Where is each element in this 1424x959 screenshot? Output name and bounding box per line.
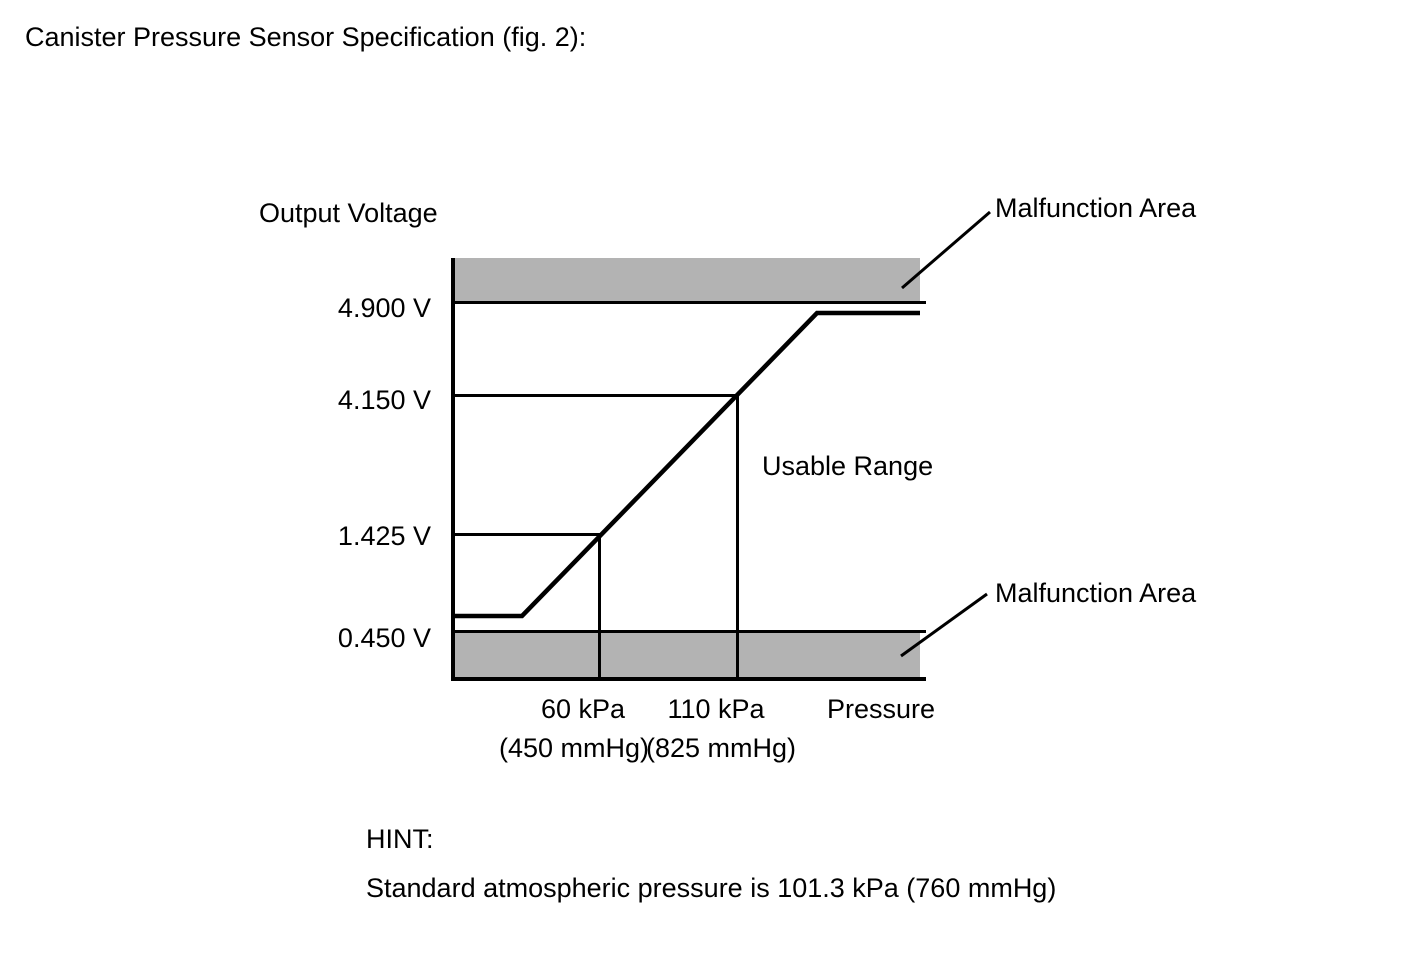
y-tick-label-4150v: 4.150 V	[337, 385, 431, 415]
gridline-4900v	[451, 301, 926, 304]
x-tick-label-60kpa: 60 kPa	[540, 694, 626, 724]
x-tick-sublabel-825mmhg: (825 mmHg)	[645, 733, 797, 763]
y-tick-label-1425v: 1.425 V	[337, 521, 431, 551]
usable-range-label: Usable Range	[762, 451, 934, 481]
malfunction-band-bottom	[455, 633, 920, 678]
gridline-4150v	[451, 394, 739, 397]
x-tick-label-110kpa: 110 kPa	[667, 694, 765, 724]
y-tick-label-0450v: 0.450 V	[337, 623, 431, 653]
x-tick-sublabel-450mmhg: (450 mmHg)	[498, 733, 650, 763]
malfunction-band-top	[455, 258, 920, 302]
y-axis-line	[451, 258, 455, 681]
reference-line-110kpa	[736, 394, 739, 681]
malfunction-area-top-label: Malfunction Area	[995, 193, 1197, 223]
y-axis-title: Output Voltage	[259, 198, 438, 228]
gridline-0450v	[451, 630, 926, 633]
hint-text: Standard atmospheric pressure is 101.3 k…	[366, 873, 1057, 903]
gridline-1425v	[451, 533, 602, 536]
malfunction-area-bottom-label: Malfunction Area	[995, 578, 1197, 608]
x-axis-line	[451, 677, 926, 681]
page-title: Canister Pressure Sensor Specification (…	[25, 22, 587, 52]
hint-heading: HINT:	[366, 824, 434, 854]
x-axis-title: Pressure	[826, 694, 936, 724]
y-tick-label-4900v: 4.900 V	[337, 293, 431, 323]
reference-line-60kpa	[598, 533, 601, 681]
